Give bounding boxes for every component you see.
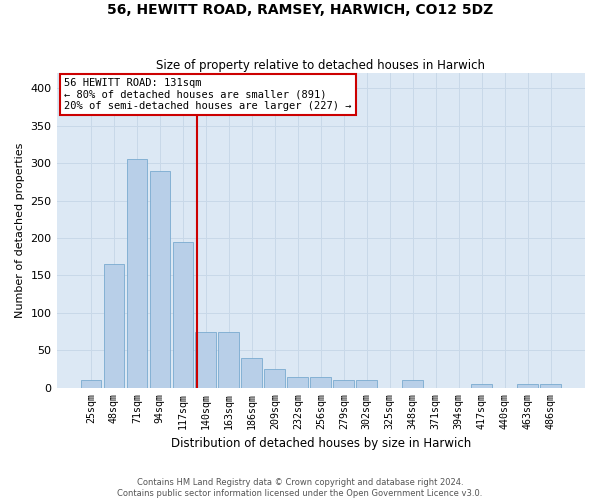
- Bar: [127, 160, 147, 388]
- Bar: [472, 384, 492, 388]
- Bar: [540, 384, 561, 388]
- X-axis label: Distribution of detached houses by size in Harwich: Distribution of detached houses by size …: [170, 437, 471, 450]
- Text: 56, HEWITT ROAD, RAMSEY, HARWICH, CO12 5DZ: 56, HEWITT ROAD, RAMSEY, HARWICH, CO12 5…: [107, 2, 493, 16]
- Bar: [149, 170, 170, 388]
- Bar: [173, 242, 193, 388]
- Bar: [104, 264, 124, 388]
- Bar: [356, 380, 377, 388]
- Text: Contains HM Land Registry data © Crown copyright and database right 2024.
Contai: Contains HM Land Registry data © Crown c…: [118, 478, 482, 498]
- Bar: [403, 380, 423, 388]
- Bar: [287, 376, 308, 388]
- Bar: [310, 376, 331, 388]
- Bar: [241, 358, 262, 388]
- Bar: [334, 380, 354, 388]
- Y-axis label: Number of detached properties: Number of detached properties: [15, 143, 25, 318]
- Bar: [517, 384, 538, 388]
- Bar: [80, 380, 101, 388]
- Text: 56 HEWITT ROAD: 131sqm
← 80% of detached houses are smaller (891)
20% of semi-de: 56 HEWITT ROAD: 131sqm ← 80% of detached…: [64, 78, 352, 111]
- Bar: [218, 332, 239, 388]
- Bar: [265, 369, 285, 388]
- Title: Size of property relative to detached houses in Harwich: Size of property relative to detached ho…: [156, 59, 485, 72]
- Bar: [196, 332, 216, 388]
